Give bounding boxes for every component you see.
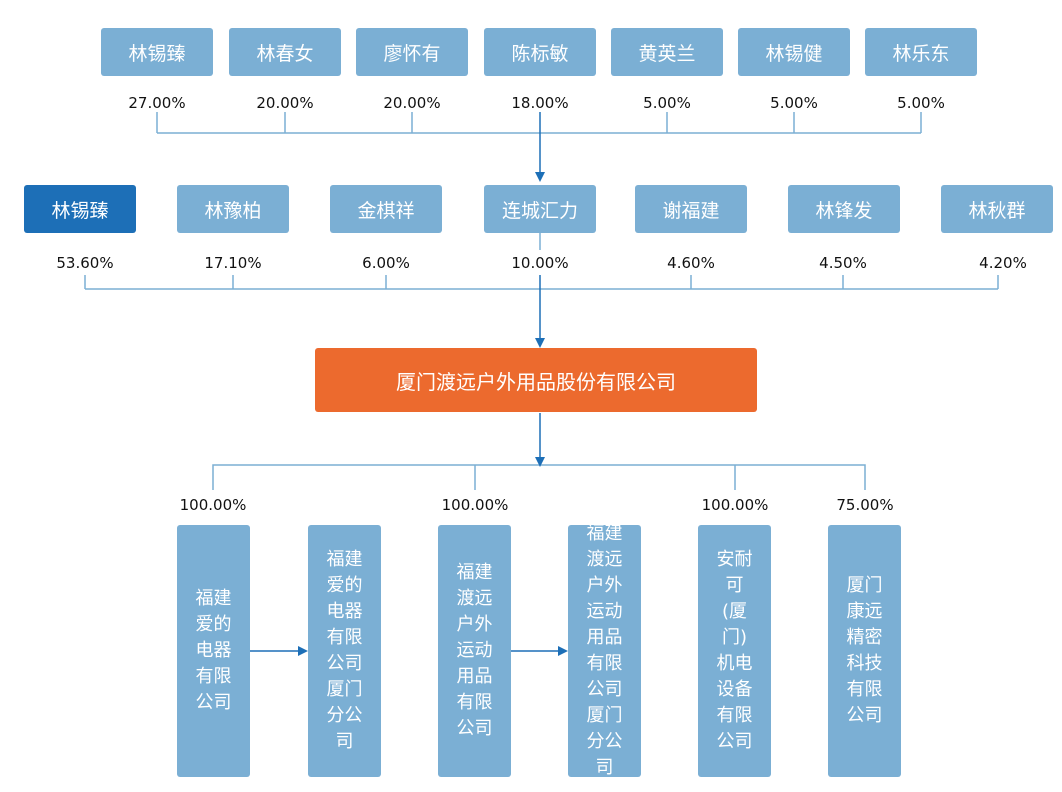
shareholder-pct: 53.60% xyxy=(56,254,114,272)
subsidiary-pct: 75.00% xyxy=(836,496,894,514)
top-shareholder-box: 林乐东 xyxy=(865,28,977,76)
top-shareholder-box: 林锡健 xyxy=(738,28,850,76)
subsidiary-box: 福建爱的电器有限公司 xyxy=(177,525,250,777)
shareholder-pct: 17.10% xyxy=(204,254,262,272)
shareholder-pct: 10.00% xyxy=(511,254,569,272)
top-shareholder-pct: 5.00% xyxy=(643,94,691,112)
shareholder-pct: 4.60% xyxy=(667,254,715,272)
shareholder-box: 林秋群 xyxy=(941,185,1053,233)
top-shareholder-pct: 20.00% xyxy=(383,94,441,112)
top-shareholder-pct: 20.00% xyxy=(256,94,314,112)
top-shareholder-pct: 27.00% xyxy=(128,94,186,112)
shareholder-box: 林锋发 xyxy=(788,185,900,233)
branch-box: 福建爱的电器有限公司厦门分公司 xyxy=(308,525,381,777)
subsidiary-pct: 100.00% xyxy=(701,496,769,514)
shareholder-box-highlight: 林锡臻 xyxy=(24,185,136,233)
subsidiary-pct: 100.00% xyxy=(179,496,247,514)
top-shareholder-pct: 18.00% xyxy=(511,94,569,112)
subsidiary-box: 福建渡远户外运动用品有限公司 xyxy=(438,525,511,777)
top-shareholder-box: 陈标敏 xyxy=(484,28,596,76)
top-shareholder-pct: 5.00% xyxy=(897,94,945,112)
top-shareholder-pct: 5.00% xyxy=(770,94,818,112)
subsidiary-box: 安耐可(厦门)机电设备有限公司 xyxy=(698,525,771,777)
shareholder-pct: 4.20% xyxy=(979,254,1027,272)
top-shareholder-box: 黄英兰 xyxy=(611,28,723,76)
shareholder-pct: 4.50% xyxy=(819,254,867,272)
top-shareholder-box: 廖怀有 xyxy=(356,28,468,76)
subsidiary-pct: 100.00% xyxy=(441,496,509,514)
shareholder-box: 林豫柏 xyxy=(177,185,289,233)
company-box: 厦门渡远户外用品股份有限公司 xyxy=(315,348,757,412)
top-shareholder-box: 林锡臻 xyxy=(101,28,213,76)
shareholder-box: 金棋祥 xyxy=(330,185,442,233)
branch-box: 福建渡远户外运动用品有限公司厦门分公司 xyxy=(568,523,641,778)
top-shareholder-box: 林春女 xyxy=(229,28,341,76)
subsidiary-box: 厦门康远精密科技有限公司 xyxy=(828,525,901,777)
shareholder-box: 谢福建 xyxy=(635,185,747,233)
shareholder-pct: 6.00% xyxy=(362,254,410,272)
shareholder-box: 连城汇力 xyxy=(484,185,596,233)
